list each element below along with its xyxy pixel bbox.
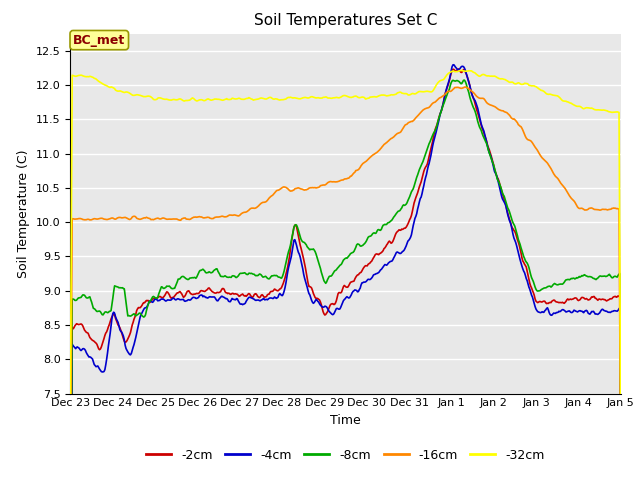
Legend: -2cm, -4cm, -8cm, -16cm, -32cm: -2cm, -4cm, -8cm, -16cm, -32cm [141, 444, 550, 467]
Y-axis label: Soil Temperature (C): Soil Temperature (C) [17, 149, 30, 278]
Title: Soil Temperatures Set C: Soil Temperatures Set C [254, 13, 437, 28]
Text: BC_met: BC_met [73, 34, 125, 47]
X-axis label: Time: Time [330, 414, 361, 427]
